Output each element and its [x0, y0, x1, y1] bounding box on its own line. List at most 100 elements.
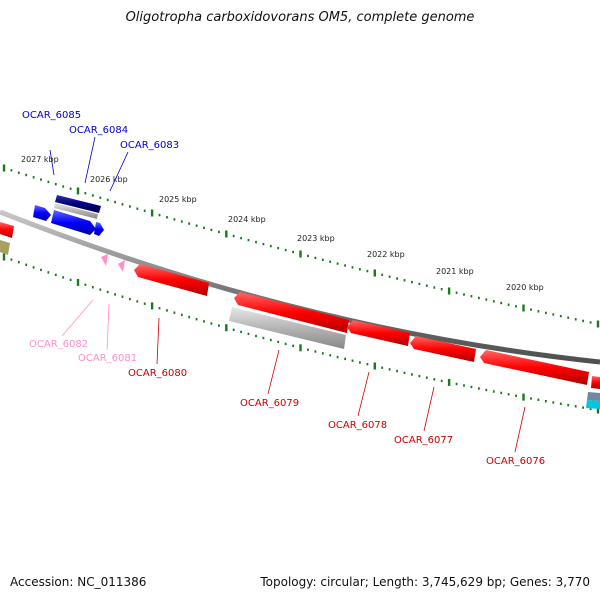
lower-track-minor-tick [91, 286, 94, 289]
lower-track-minor-tick [463, 384, 465, 387]
lower-track-minor-tick [269, 338, 272, 342]
upper-track-minor-tick [32, 176, 35, 179]
lower-track-minor-tick [381, 366, 384, 369]
lower-track-major-tick [522, 393, 525, 401]
gene-ocar-6080-arrow[interactable] [134, 264, 209, 296]
gene-ocar-6084-arrow[interactable] [51, 210, 96, 235]
lower-track-minor-tick [567, 403, 570, 407]
upper-track-minor-tick [515, 305, 517, 308]
lower-track-minor-tick [292, 344, 294, 347]
gene-label-ocar-6080[interactable]: OCAR_6080 [128, 368, 187, 379]
upper-track-minor-tick [582, 319, 584, 323]
gene-feature-right-gray[interactable] [587, 392, 600, 401]
lower-track-minor-tick [455, 382, 458, 386]
gene-label-ocar-6078[interactable]: OCAR_6078 [328, 420, 387, 431]
gene-label-ocar-6076[interactable]: OCAR_6076 [486, 456, 545, 467]
lower-track-minor-tick [210, 322, 213, 325]
gene-label-ocar-6082[interactable]: OCAR_6082 [29, 339, 88, 350]
lower-track-minor-tick [158, 307, 161, 310]
gene-ocar-6076-arrow[interactable] [480, 350, 589, 385]
gene-ocar-6084-gray-bar[interactable] [54, 203, 98, 219]
lower-track-minor-tick [32, 266, 35, 269]
upper-track-minor-tick [210, 228, 213, 232]
kbp-label-2020: 2020 kbp [506, 283, 544, 292]
gene-ocar-6084-navy-bar[interactable] [55, 195, 101, 213]
gene-feature-left-red[interactable] [0, 222, 14, 238]
lower-track-minor-tick [321, 352, 324, 355]
upper-track-minor-tick [455, 291, 458, 294]
upper-track-minor-tick [180, 220, 183, 223]
gene-ocar-6085-arrow[interactable] [33, 205, 51, 221]
upper-track-minor-tick [433, 286, 436, 289]
upper-track-major-tick [373, 269, 376, 277]
kbp-label-2027: 2027 kbp [21, 155, 59, 164]
lower-track-minor-tick [143, 302, 146, 305]
lower-track-minor-tick [136, 300, 139, 303]
upper-track-minor-tick [552, 313, 555, 316]
lower-track-minor-tick [99, 288, 102, 291]
upper-track-minor-tick [54, 183, 57, 186]
lower-track-minor-tick [121, 295, 124, 298]
lower-track-minor-tick [180, 313, 183, 317]
upper-track-minor-tick [492, 300, 495, 303]
lower-track-minor-tick [173, 311, 176, 314]
gene-ocar-6081-arrow[interactable] [118, 260, 125, 272]
lower-track-major-tick [373, 362, 376, 370]
gene-label-ocar-6077[interactable]: OCAR_6077 [394, 435, 453, 446]
upper-track-minor-tick [62, 185, 65, 188]
gene-label-ocar-6085[interactable]: OCAR_6085 [22, 110, 81, 121]
upper-track-minor-tick [166, 216, 168, 219]
lower-track-minor-tick [478, 387, 480, 390]
upper-tick-track [2, 164, 600, 328]
upper-track-minor-tick [537, 310, 540, 313]
lower-track-minor-tick [314, 350, 317, 353]
gene-ocar-6083-arrow[interactable] [94, 222, 104, 236]
lower-track-minor-tick [470, 385, 473, 389]
leader-ocar-6076 [514, 406, 526, 453]
gene-label-ocar-6079[interactable]: OCAR_6079 [240, 398, 299, 409]
lower-track-minor-tick [485, 388, 488, 392]
gene-feature-left-olive[interactable] [0, 240, 10, 255]
upper-track-minor-tick [411, 280, 413, 284]
lower-track-minor-tick [440, 379, 443, 383]
upper-track-minor-tick [359, 268, 361, 271]
gene-ocar-6078-arrow[interactable] [347, 320, 410, 346]
lower-track-minor-tick [433, 378, 436, 381]
lower-track-minor-tick [507, 393, 510, 396]
upper-track-minor-tick [381, 273, 384, 276]
gene-feature-right-red[interactable] [591, 376, 600, 389]
gene-ocar-6079-gray-bar[interactable] [229, 307, 346, 349]
gene-ocar-6079-arrow[interactable] [234, 292, 349, 333]
lower-track-minor-tick [403, 371, 406, 374]
upper-track-major-tick [225, 230, 228, 238]
lower-track-minor-tick [188, 315, 191, 319]
gene-label-ocar-6081[interactable]: OCAR_6081 [78, 353, 137, 364]
lower-track-minor-tick [218, 324, 220, 327]
upper-track-minor-tick [129, 205, 131, 208]
upper-track-minor-tick [530, 308, 532, 311]
upper-track-minor-tick [403, 279, 406, 282]
lower-track-minor-tick [54, 273, 57, 277]
map-title: Oligotropha carboxidovorans OM5, complet… [125, 10, 475, 25]
upper-track-minor-tick [91, 194, 94, 197]
gene-feature-right-cyan[interactable] [586, 400, 600, 409]
lower-track-minor-tick [359, 361, 361, 364]
lower-track-minor-tick [307, 348, 309, 351]
gene-ocar-6077-arrow[interactable] [410, 336, 476, 362]
upper-track-minor-tick [240, 236, 242, 240]
upper-track-minor-tick [440, 288, 443, 291]
upper-track-minor-tick [500, 301, 503, 305]
kbp-label-2024: 2024 kbp [228, 215, 266, 224]
upper-track-major-tick [447, 287, 451, 295]
leader-ocar-6077 [423, 386, 435, 432]
lower-track-minor-tick [552, 401, 555, 404]
gene-ocar-6082-arrow[interactable] [101, 254, 108, 266]
lower-track-minor-tick [537, 398, 540, 401]
lower-track-minor-tick [574, 405, 577, 408]
lower-track-minor-tick [589, 407, 592, 410]
upper-track-minor-tick [336, 262, 339, 265]
gene-label-ocar-6084[interactable]: OCAR_6084 [69, 125, 128, 136]
gene-label-ocar-6083[interactable]: OCAR_6083 [120, 140, 179, 151]
lower-track-minor-tick [344, 357, 346, 361]
upper-track-minor-tick [418, 282, 421, 286]
